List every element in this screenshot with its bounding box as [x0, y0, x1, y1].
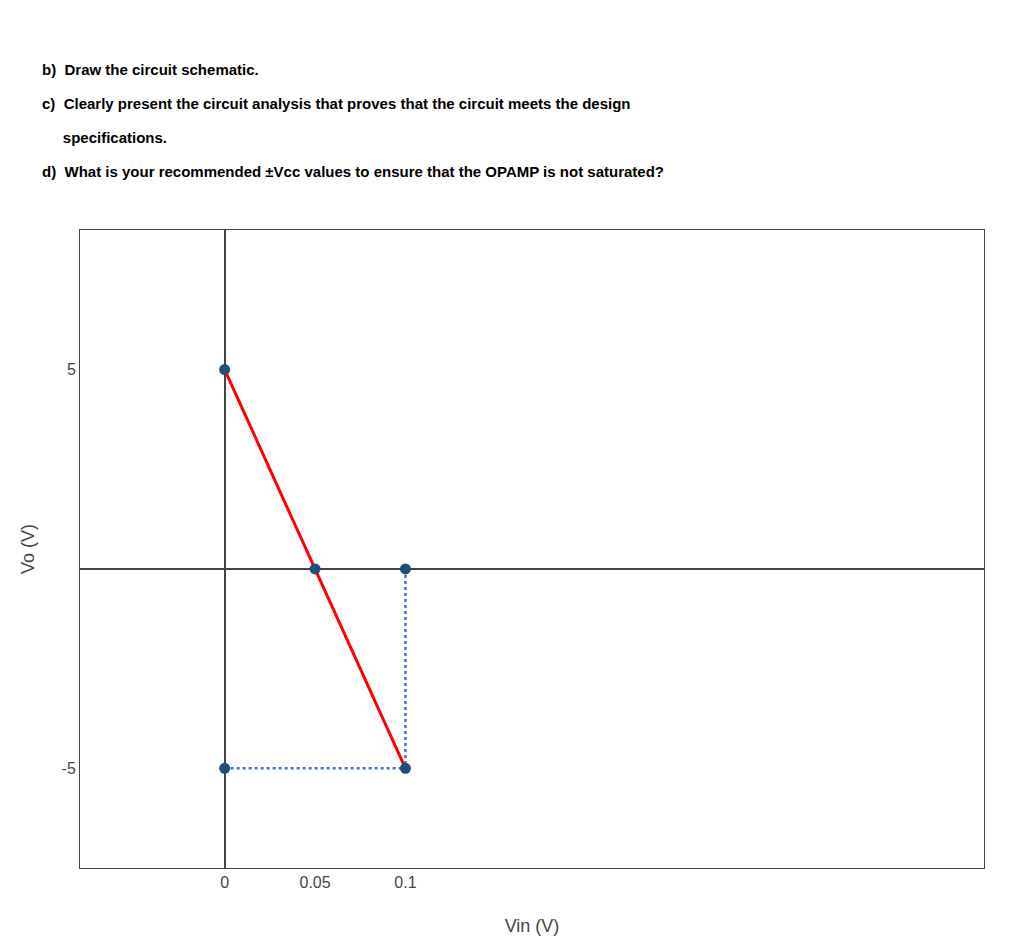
svg-text:0.1: 0.1 — [394, 874, 416, 891]
svg-text:0: 0 — [220, 874, 229, 891]
svg-text:d) What is your recommended ±: d) What is your recommended ±Vᴄᴄ values … — [42, 163, 664, 180]
svg-text:5: 5 — [67, 361, 76, 378]
svg-text:0.05: 0.05 — [299, 874, 330, 891]
svg-text:Vo (V): Vo (V) — [18, 524, 38, 574]
svg-text:c) Clearly present the circui: c) Clearly present the circuit analysis … — [42, 95, 631, 112]
svg-text:specifications.: specifications. — [42, 129, 167, 146]
svg-text:Vin (V): Vin (V) — [505, 916, 560, 936]
svg-text:-5: -5 — [62, 760, 76, 777]
svg-text:b) Draw the circuit schematic: b) Draw the circuit schematic. — [42, 61, 259, 78]
